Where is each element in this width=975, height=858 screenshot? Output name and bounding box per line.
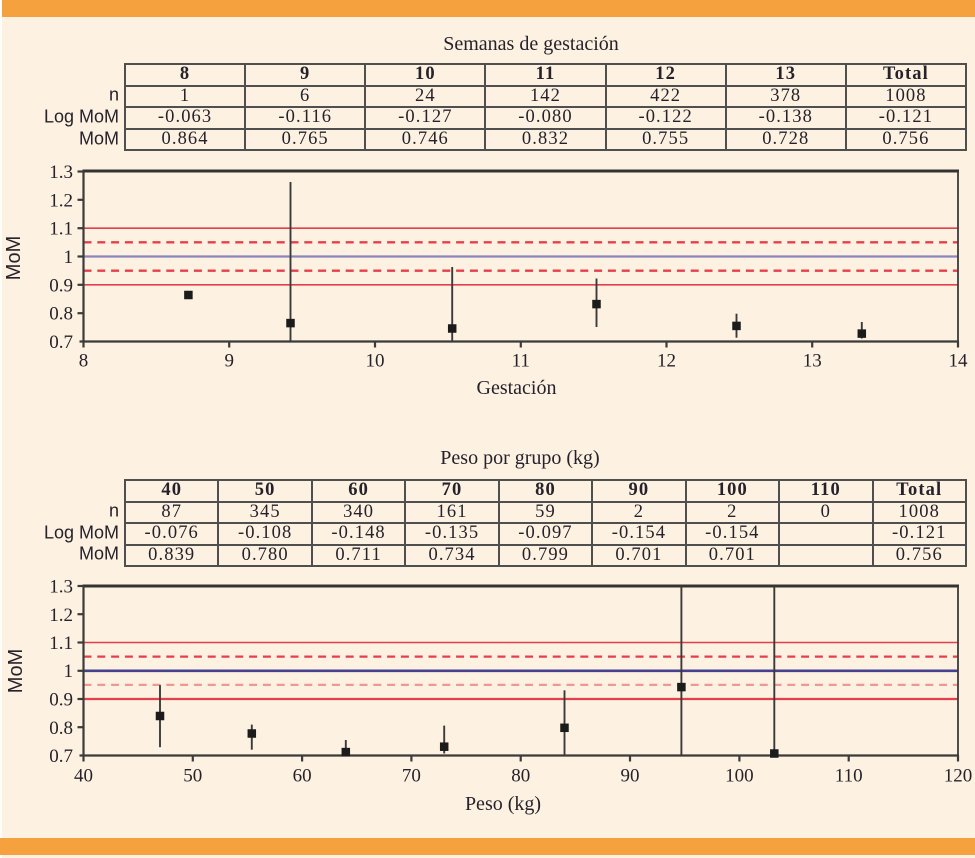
svg-text:1.1: 1.1 [49,633,73,654]
svg-text:12: 12 [657,351,676,372]
svg-text:100: 100 [725,766,754,787]
svg-text:0.7: 0.7 [49,332,73,353]
svg-text:110: 110 [835,766,863,787]
svg-text:10: 10 [366,351,385,372]
svg-text:120: 120 [944,766,973,787]
svg-text:1.3: 1.3 [49,577,73,598]
svg-text:90: 90 [621,766,640,787]
svg-text:9: 9 [224,351,234,372]
svg-text:1.2: 1.2 [49,190,73,211]
svg-text:70: 70 [402,766,421,787]
svg-text:0.7: 0.7 [49,746,73,767]
svg-text:1: 1 [64,661,74,682]
svg-text:80: 80 [511,766,530,787]
svg-text:11: 11 [512,351,530,372]
svg-text:50: 50 [183,766,202,787]
svg-text:40: 40 [74,766,93,787]
svg-text:MoM: MoM [5,649,27,693]
svg-text:1.3: 1.3 [49,162,73,183]
svg-text:Gestación: Gestación [477,377,557,399]
svg-text:1.2: 1.2 [49,605,73,626]
svg-text:8: 8 [79,351,89,372]
svg-text:0.9: 0.9 [49,275,73,296]
svg-text:1: 1 [64,247,74,268]
svg-text:MoM: MoM [3,236,25,280]
svg-text:0.8: 0.8 [49,304,73,325]
svg-text:13: 13 [803,351,822,372]
svg-text:0.8: 0.8 [49,718,73,739]
svg-text:60: 60 [293,766,312,787]
svg-text:Peso (kg): Peso (kg) [465,793,541,815]
svg-text:14: 14 [949,351,969,372]
svg-text:0.9: 0.9 [49,690,73,711]
svg-text:1.1: 1.1 [49,219,73,240]
